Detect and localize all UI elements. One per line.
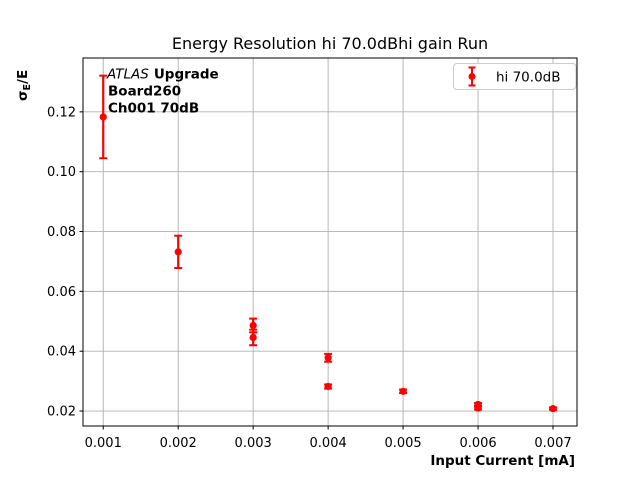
x-tick-label: 0.006 <box>459 436 496 451</box>
plot-frame <box>82 57 578 427</box>
y-tick-label: 0.02 <box>47 405 76 420</box>
y-tick-label: 0.12 <box>47 105 76 120</box>
y-axis-label-sigma: σ <box>15 90 31 101</box>
data-point <box>324 354 332 362</box>
plot-area: 0.001 0.002 0.003 0.004 0.005 0.006 0.007 0.02 0… <box>47 57 578 451</box>
errorbar-point-icon <box>468 66 476 87</box>
y-tick-label: 0.08 <box>47 225 76 240</box>
chart-title: Energy Resolution hi 70.0dBhi gain Run <box>172 34 488 53</box>
y-axis-label: σE/E <box>15 70 33 101</box>
annotation-line-3: Ch001 70dB <box>108 101 199 117</box>
legend-entry-label: hi 70.0dB <box>496 70 561 86</box>
data-point <box>399 387 407 395</box>
data-point <box>249 333 257 342</box>
data-point <box>99 113 107 121</box>
x-tick-label: 0.007 <box>534 436 571 451</box>
y-tick-label: 0.06 <box>47 285 76 300</box>
y-tick-label: 0.04 <box>47 345 76 360</box>
x-tick-label: 0.001 <box>85 436 122 451</box>
x-tick-label: 0.002 <box>160 436 197 451</box>
y-tick-label: 0.10 <box>47 165 76 180</box>
data-point <box>474 404 482 412</box>
data-point <box>174 248 182 256</box>
x-tick-label: 0.005 <box>384 436 421 451</box>
x-tick-label: 0.003 <box>235 436 272 451</box>
y-axis-label-subscript: E <box>22 84 33 91</box>
x-axis-label: Input Current [mA] <box>430 453 575 469</box>
annotation-line-1: ATLAS Upgrade <box>106 67 219 83</box>
legend-marker-dot <box>468 73 476 80</box>
annotation-line-2: Board260 <box>108 84 181 100</box>
legend: hi 70.0dB <box>453 63 577 90</box>
data-point <box>324 382 332 391</box>
annotation-experiment: ATLAS <box>106 67 149 83</box>
y-axis-label-rest: /E <box>15 70 31 84</box>
legend-box <box>453 63 577 90</box>
annotation-block: ATLAS Upgrade Board260 Ch001 70dB <box>106 67 219 117</box>
data-point <box>549 405 557 413</box>
annotation-upgrade: Upgrade <box>154 67 219 83</box>
data-point <box>249 321 257 330</box>
x-tick-label: 0.004 <box>310 436 347 451</box>
